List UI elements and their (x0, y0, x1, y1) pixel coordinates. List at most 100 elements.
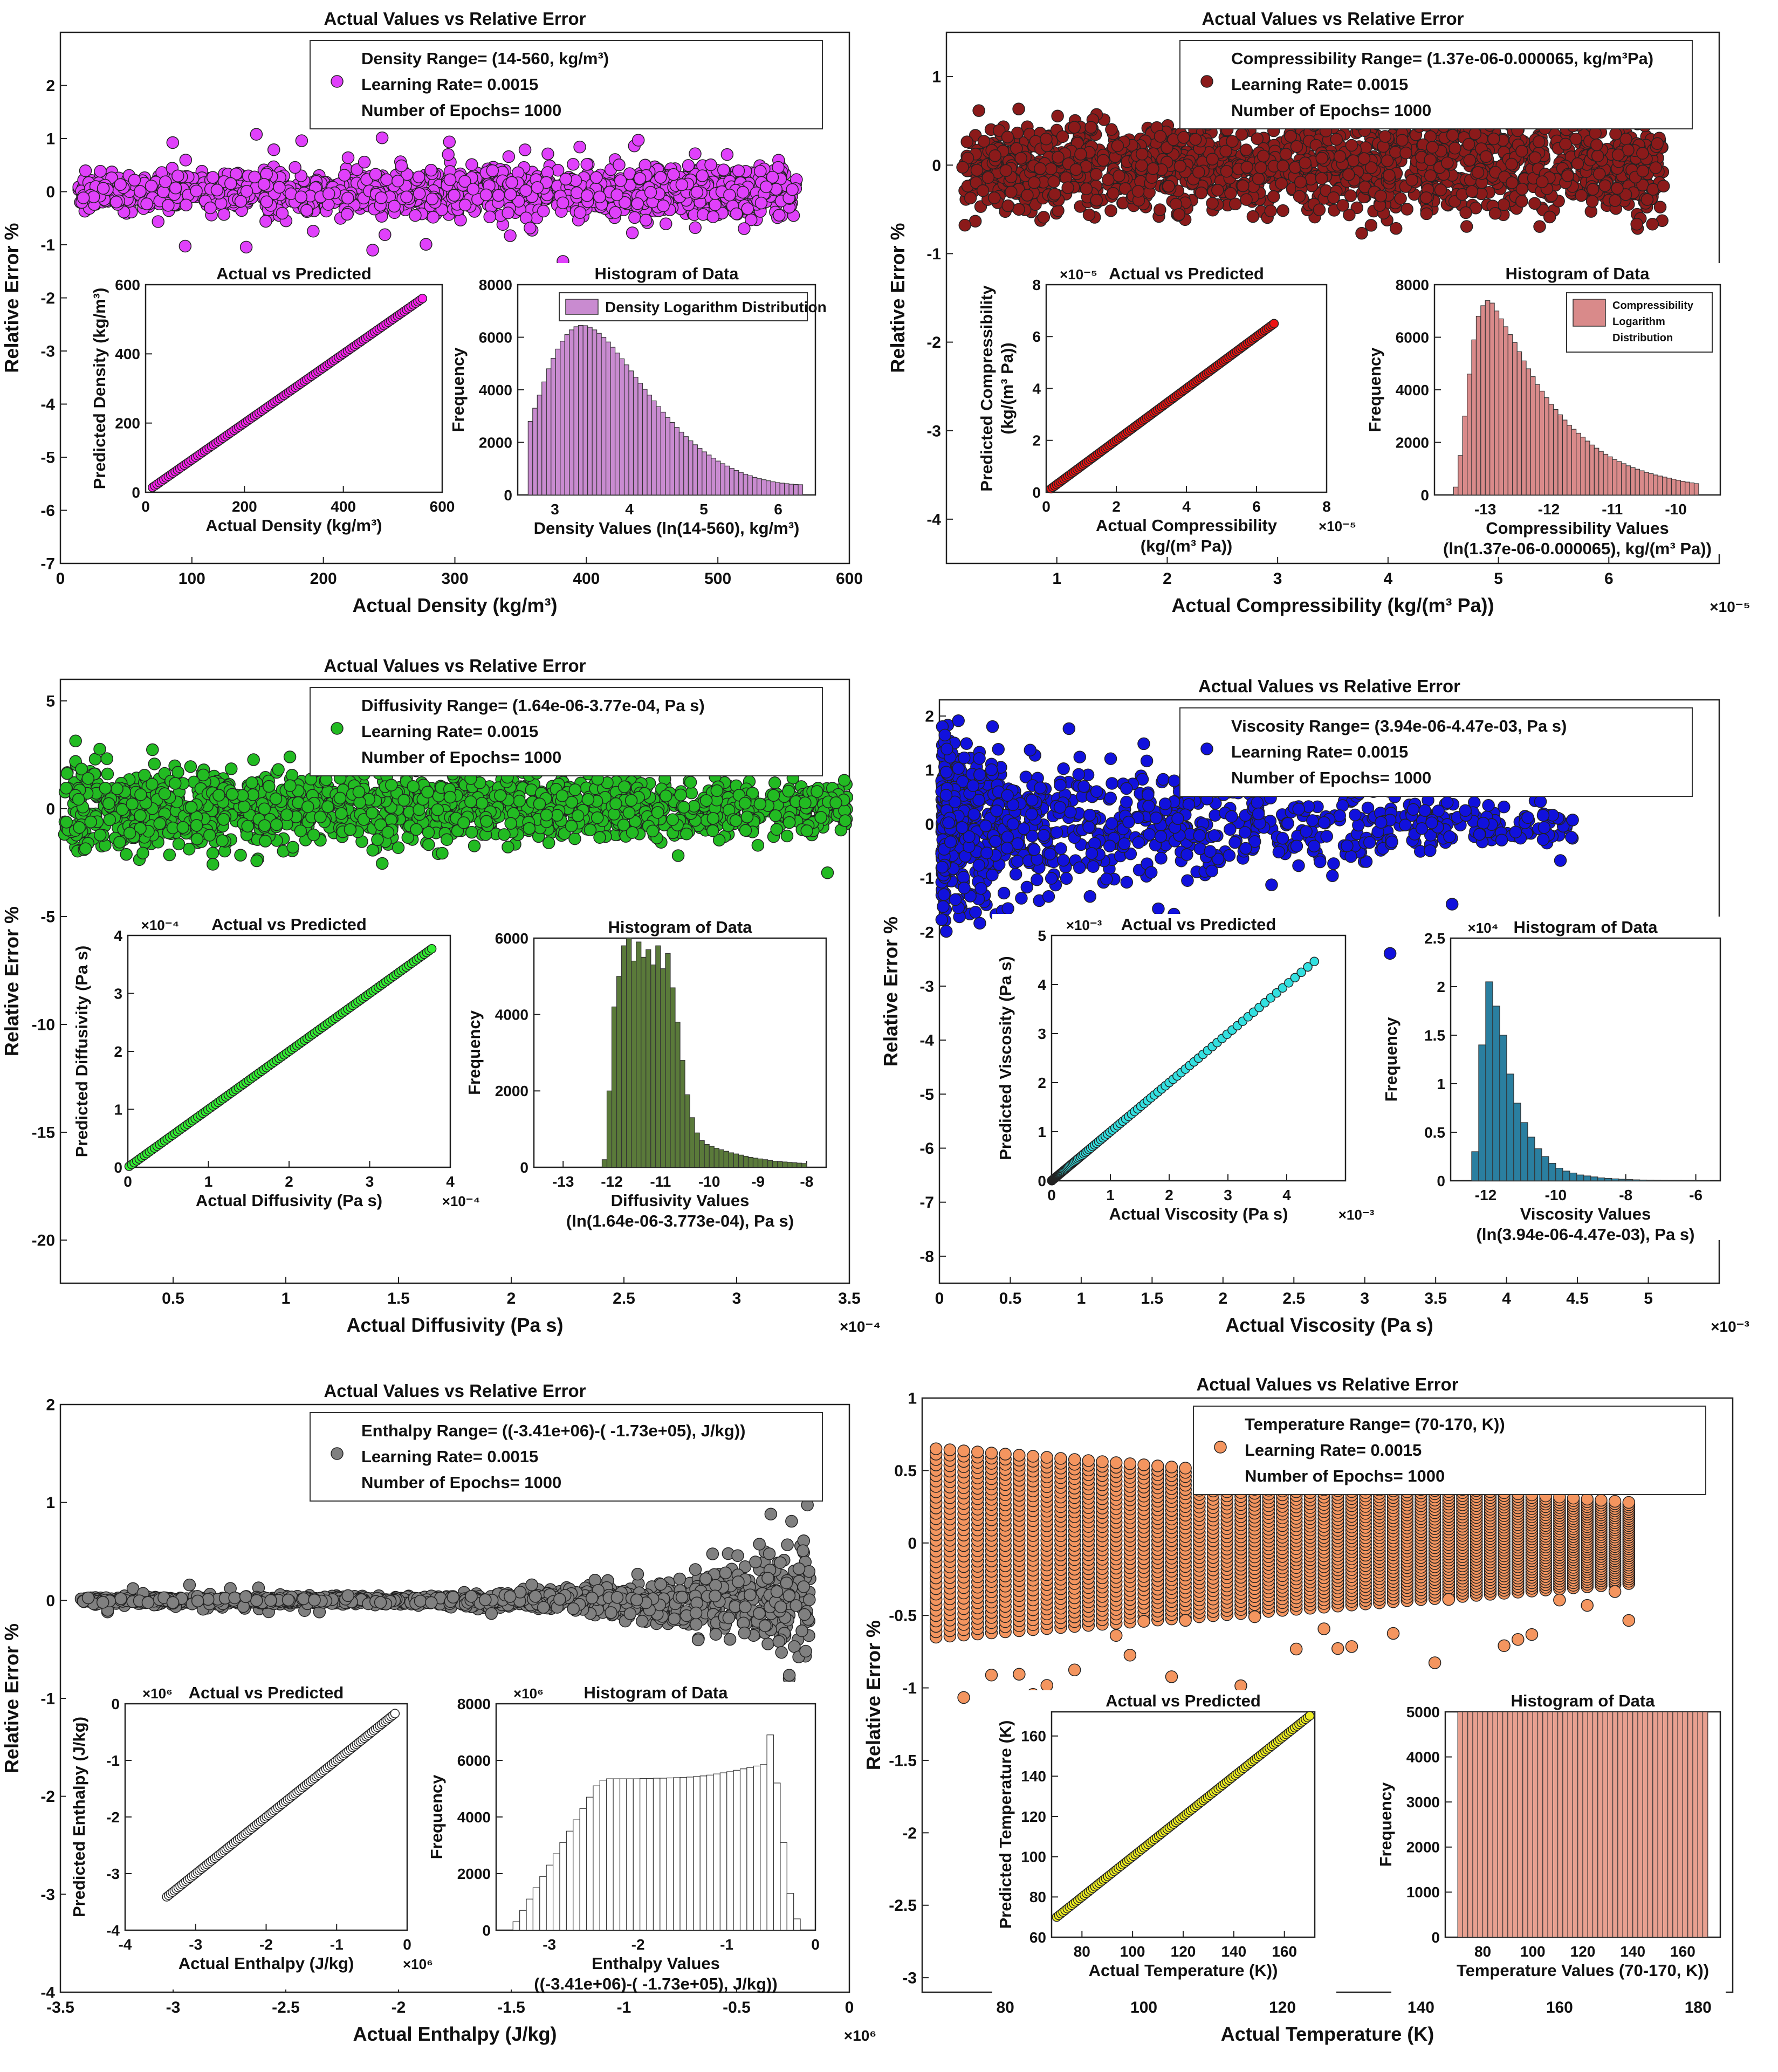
scatter-point (224, 177, 237, 190)
histogram-bar (1521, 360, 1527, 495)
inset-scatter-title: Actual vs Predicted (216, 264, 372, 283)
scatter-point (1497, 198, 1511, 211)
scatter-point (631, 197, 644, 210)
scatter-point (1226, 135, 1239, 148)
scatter-point (1012, 102, 1025, 115)
scatter-point (1052, 150, 1065, 164)
main-ytick-label: -10 (32, 1016, 55, 1034)
scatter-point (492, 189, 505, 202)
scatter-point (976, 184, 990, 197)
scatter-point (626, 226, 639, 239)
scatter-point (1389, 222, 1403, 235)
chart-panel-1: 0 100 200 300 400 500 600-7-6-5-4-3-2-1012Actu… (1, 9, 863, 616)
scatter-point (321, 800, 334, 813)
scatter-point (270, 818, 283, 831)
scatter-point (988, 149, 1001, 162)
scatter-point (269, 792, 283, 806)
scatter-point (773, 209, 786, 222)
scatter-point (1401, 203, 1413, 216)
histogram-bar (692, 444, 698, 495)
main-xtick-label: 2 (1163, 570, 1172, 588)
scatter-point (736, 185, 750, 199)
scatter-point (69, 734, 82, 748)
histogram-bar (578, 325, 583, 495)
scatter-point (258, 819, 271, 832)
main-xtick-label: 200 (310, 570, 337, 588)
inset-hist-title: Histogram of Data (1506, 264, 1650, 283)
scatter-point (166, 136, 180, 149)
scatter-point (504, 229, 517, 242)
inset-scatter-title: Actual vs Predicted (1109, 264, 1264, 283)
main-title: Actual Values vs Relative Error (324, 9, 586, 29)
inset-scatter-xtick-label: 0 (1042, 498, 1051, 515)
scatter-point (738, 222, 751, 235)
scatter-point (1636, 147, 1649, 160)
scatter-point (502, 841, 514, 853)
scatter-point (631, 134, 645, 147)
main-ytick-label: -1 (40, 237, 55, 254)
scatter-point (250, 128, 263, 141)
scatter-point (197, 768, 210, 782)
scatter-point (730, 207, 743, 221)
scatter-point (504, 188, 517, 201)
scatter-point (1426, 141, 1439, 154)
scatter-point (1047, 175, 1060, 188)
histogram-bar (1530, 376, 1536, 495)
scatter-point (369, 168, 382, 181)
scatter-point (272, 763, 285, 776)
histogram-bar (596, 333, 602, 495)
histogram-bar (1462, 416, 1468, 495)
scatter-point (113, 836, 126, 849)
scatter-point (1591, 149, 1604, 162)
scatter-point (210, 183, 224, 197)
main-ylabel: Relative Error % (887, 223, 909, 373)
scatter-point (465, 825, 478, 839)
scatter-point (260, 167, 273, 181)
scatter-point (1080, 182, 1093, 196)
inset-scatter-xtick-label: 200 (232, 498, 257, 515)
histogram-bar (1685, 481, 1690, 495)
scatter-point (782, 784, 795, 798)
scatter-point (660, 789, 672, 803)
scatter-point (392, 175, 404, 188)
scatter-point (443, 135, 456, 148)
scatter-point (483, 210, 496, 224)
scatter-point (171, 766, 184, 779)
scatter-point (537, 204, 550, 218)
scatter-point (1154, 130, 1167, 143)
scatter-point (114, 178, 127, 191)
inset-hist-legend-line: Logarithm (1612, 316, 1665, 328)
inset-scatter-xlabel: Actual Density (kg/m³) (205, 516, 382, 535)
scatter-point (259, 215, 272, 228)
scatter-point (1246, 210, 1260, 223)
main-ytick-label: -15 (32, 1124, 55, 1142)
scatter-point (1045, 162, 1058, 175)
scatter-point (1463, 154, 1476, 167)
scatter-point (1195, 187, 1208, 199)
histogram-bar (1666, 478, 1672, 495)
scatter-point (140, 197, 153, 210)
scatter-point (1251, 132, 1264, 145)
scatter-point (1646, 217, 1659, 231)
scatter-point (704, 158, 717, 171)
scatter-point (258, 802, 271, 816)
scatter-point (1240, 193, 1253, 206)
inset-hist-legend-swatch (565, 299, 599, 315)
inset-scatter-ylabel2: (kg/(m³ Pa)) (998, 342, 1017, 435)
inset-hist-ytick-label: 4000 (479, 382, 512, 398)
scatter-point (1364, 219, 1378, 232)
scatter-point (100, 752, 114, 765)
inset-hist-ylabel: Frequency (449, 347, 468, 432)
scatter-point (1449, 141, 1461, 155)
scatter-point (1345, 139, 1358, 152)
histogram-bar (1635, 469, 1640, 495)
main-ytick-label: -5 (40, 449, 55, 467)
scatter-point (960, 135, 973, 148)
inset-scatter-xtick-label: 6 (1252, 498, 1261, 515)
histogram-bar (1625, 465, 1631, 495)
scatter-point (1609, 194, 1622, 207)
main-ytick-label: 1 (932, 68, 941, 86)
scatter-point (239, 240, 253, 254)
scatter-point (1374, 189, 1388, 203)
